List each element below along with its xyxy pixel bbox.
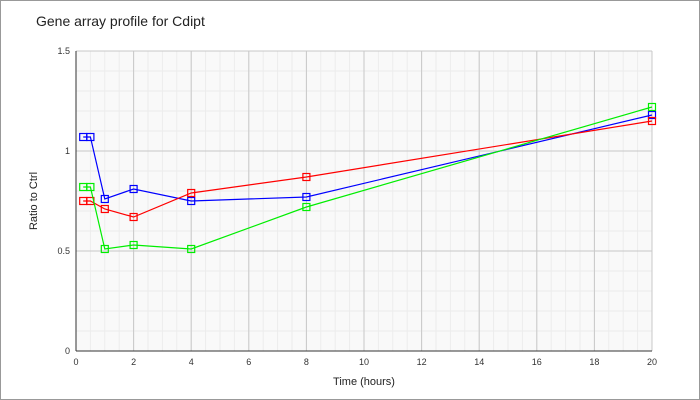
- x-axis-label: Time (hours): [333, 376, 395, 388]
- data-point-green: [86, 182, 95, 192]
- x-tick-label: 10: [359, 357, 369, 367]
- x-tick-label: 0: [73, 357, 78, 367]
- data-point-red: [302, 172, 311, 182]
- data-point-blue: [302, 192, 311, 202]
- x-tick-label: 16: [532, 357, 542, 367]
- x-tick-label: 6: [246, 357, 251, 367]
- y-tick-label: 0: [65, 346, 70, 356]
- y-tick-label: 0.5: [57, 246, 70, 256]
- data-point-blue: [647, 110, 657, 120]
- y-axis-label: Ratio to Ctrl: [28, 172, 40, 230]
- data-point-red: [187, 188, 196, 198]
- series-line-green: [83, 106, 653, 250]
- data-point-green: [647, 102, 657, 112]
- data-point-blue: [187, 196, 196, 206]
- y-tick-label: 1: [65, 146, 70, 156]
- data-point-green: [187, 244, 196, 254]
- data-point-green: [100, 244, 109, 254]
- data-point-blue: [100, 194, 109, 204]
- series-line-blue: [83, 114, 653, 202]
- x-tick-label: 4: [189, 357, 194, 367]
- data-point-green: [129, 240, 138, 250]
- chart-title: Gene array profile for Cdipt: [36, 13, 205, 29]
- data-point-blue: [86, 132, 95, 142]
- data-point-red: [100, 204, 109, 214]
- x-tick-label: 12: [417, 357, 427, 367]
- data-point-blue: [129, 184, 138, 194]
- x-tick-label: 20: [647, 357, 657, 367]
- x-tick-label: 18: [589, 357, 599, 367]
- x-tick-label: 8: [304, 357, 309, 367]
- data-point-green: [302, 202, 311, 212]
- y-tick-label: 1.5: [57, 46, 70, 56]
- data-point-red: [129, 212, 138, 222]
- x-tick-label: 14: [474, 357, 484, 367]
- series-line-red: [83, 120, 653, 218]
- data-point-red: [647, 116, 657, 126]
- x-tick-label: 2: [131, 357, 136, 367]
